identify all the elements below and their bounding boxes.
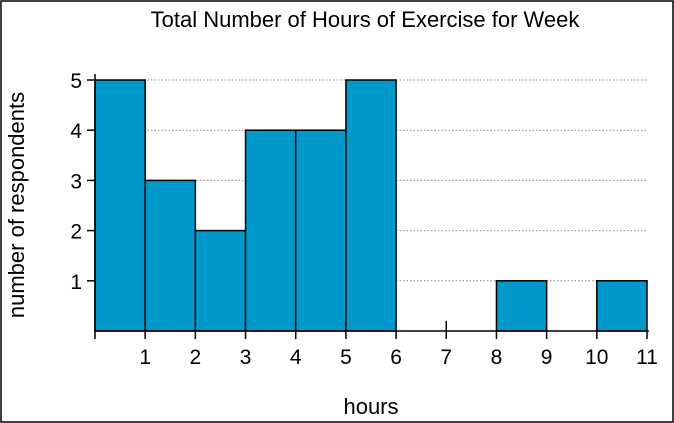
axes: [87, 74, 649, 339]
x-tick-label-9: 9: [541, 346, 553, 369]
y-tick-label-1: 1: [70, 271, 82, 294]
x-tick-label-8: 8: [491, 346, 503, 369]
bar-3-4: [244, 129, 297, 332]
x-tick-label-6: 6: [390, 346, 402, 369]
x-tick-label-5: 5: [340, 346, 352, 369]
bar-4-5: [294, 129, 347, 332]
bars: [94, 79, 648, 332]
bar-10-11: [596, 280, 648, 332]
y-tick-label-2: 2: [70, 221, 82, 244]
bar-2-3: [194, 229, 247, 332]
x-axis-label: hours: [343, 394, 398, 419]
x-tick-label-3: 3: [240, 346, 252, 369]
y-axis-label: number of respondents: [4, 92, 29, 318]
bar-8-9: [495, 280, 548, 332]
bar-0-1: [94, 79, 146, 332]
bar-5-6: [345, 79, 397, 332]
x-tick-label-10: 10: [585, 346, 608, 369]
y-tick-labels: 1 2 3 4 5: [70, 70, 82, 294]
y-tick-label-3: 3: [70, 170, 82, 193]
x-tick-label-1: 1: [139, 346, 151, 369]
x-tick-label-7: 7: [440, 346, 452, 369]
chart-title: Total Number of Hours of Exercise for We…: [151, 7, 581, 32]
bar-1-2: [144, 179, 197, 332]
x-tick-label-11: 11: [636, 346, 658, 369]
y-tick-label-5: 5: [70, 70, 82, 93]
y-tick-label-4: 4: [70, 120, 82, 143]
x-tick-label-2: 2: [190, 346, 202, 369]
x-tick-labels: 1 2 3 4 5 6 7 8 9 10 11: [139, 346, 658, 369]
x-tick-label-4: 4: [290, 346, 302, 369]
